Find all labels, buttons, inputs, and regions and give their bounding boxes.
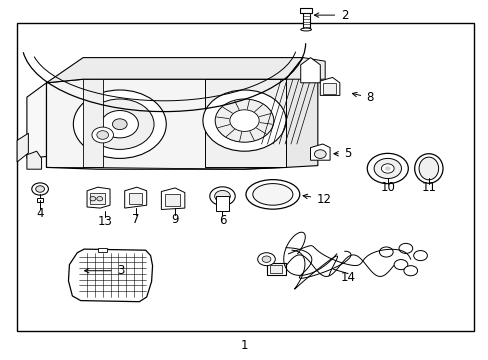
Circle shape bbox=[393, 260, 407, 270]
Circle shape bbox=[85, 99, 154, 149]
Circle shape bbox=[112, 119, 127, 130]
Polygon shape bbox=[310, 144, 329, 160]
Polygon shape bbox=[285, 58, 317, 167]
Bar bbox=[98, 248, 106, 252]
Text: 3: 3 bbox=[117, 264, 124, 277]
Circle shape bbox=[97, 131, 108, 139]
Ellipse shape bbox=[300, 28, 311, 31]
Circle shape bbox=[32, 183, 48, 195]
Bar bbox=[266, 263, 285, 275]
Polygon shape bbox=[285, 58, 325, 79]
Circle shape bbox=[73, 90, 166, 158]
Polygon shape bbox=[87, 187, 110, 208]
Circle shape bbox=[215, 99, 273, 142]
Bar bbox=[216, 196, 228, 211]
Circle shape bbox=[90, 197, 96, 201]
Ellipse shape bbox=[414, 154, 442, 183]
Text: 11: 11 bbox=[421, 181, 435, 194]
Ellipse shape bbox=[245, 180, 299, 209]
Polygon shape bbox=[300, 58, 320, 83]
Text: 1: 1 bbox=[240, 339, 248, 352]
Polygon shape bbox=[46, 79, 285, 169]
Circle shape bbox=[229, 110, 259, 131]
Circle shape bbox=[203, 90, 285, 151]
Polygon shape bbox=[17, 133, 28, 162]
Circle shape bbox=[262, 256, 270, 262]
Text: 8: 8 bbox=[366, 91, 373, 104]
Circle shape bbox=[403, 266, 417, 276]
Circle shape bbox=[385, 167, 389, 170]
Text: 2: 2 bbox=[340, 9, 347, 22]
Bar bbox=[302, 12, 309, 29]
Circle shape bbox=[36, 186, 44, 192]
Text: 13: 13 bbox=[98, 215, 112, 228]
Text: 12: 12 bbox=[316, 193, 331, 206]
Circle shape bbox=[366, 153, 407, 184]
Polygon shape bbox=[124, 187, 146, 208]
Circle shape bbox=[314, 150, 325, 158]
Polygon shape bbox=[161, 188, 184, 210]
Bar bbox=[299, 8, 311, 13]
Circle shape bbox=[209, 187, 235, 206]
Text: 6: 6 bbox=[218, 214, 226, 227]
Polygon shape bbox=[68, 249, 152, 302]
Text: 10: 10 bbox=[380, 181, 394, 194]
Polygon shape bbox=[27, 151, 41, 169]
Bar bbox=[269, 265, 281, 273]
Polygon shape bbox=[46, 58, 303, 83]
Text: 14: 14 bbox=[340, 271, 355, 284]
Circle shape bbox=[398, 243, 412, 253]
Bar bbox=[322, 83, 336, 94]
Circle shape bbox=[101, 111, 138, 138]
Circle shape bbox=[214, 190, 230, 202]
Text: 7: 7 bbox=[132, 213, 140, 226]
Bar bbox=[165, 194, 180, 206]
Bar bbox=[90, 193, 105, 204]
Text: 5: 5 bbox=[343, 147, 350, 160]
Bar bbox=[128, 193, 142, 204]
Bar bbox=[37, 198, 43, 202]
Ellipse shape bbox=[252, 184, 292, 205]
Circle shape bbox=[97, 197, 102, 201]
Circle shape bbox=[373, 158, 401, 179]
Circle shape bbox=[381, 164, 393, 173]
Text: 9: 9 bbox=[171, 213, 179, 226]
Circle shape bbox=[92, 127, 113, 143]
Text: 4: 4 bbox=[36, 207, 44, 220]
Polygon shape bbox=[320, 77, 339, 95]
Ellipse shape bbox=[418, 157, 438, 180]
Bar bbox=[17, 23, 473, 331]
Polygon shape bbox=[27, 79, 83, 158]
Circle shape bbox=[379, 247, 392, 257]
Polygon shape bbox=[205, 79, 285, 167]
Polygon shape bbox=[83, 79, 102, 167]
Circle shape bbox=[413, 251, 427, 261]
Circle shape bbox=[257, 253, 275, 266]
